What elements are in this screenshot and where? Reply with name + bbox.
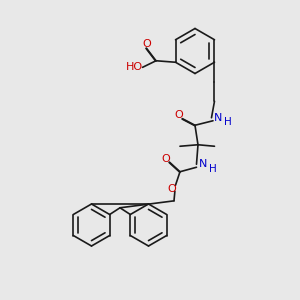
Text: O: O (142, 39, 151, 49)
Text: O: O (161, 154, 170, 164)
Text: H: H (224, 117, 232, 127)
Text: O: O (167, 184, 176, 194)
Text: N: N (199, 159, 207, 169)
Text: O: O (174, 110, 183, 120)
Text: H: H (209, 164, 217, 174)
Text: N: N (214, 113, 222, 123)
Text: HO: HO (126, 62, 143, 72)
